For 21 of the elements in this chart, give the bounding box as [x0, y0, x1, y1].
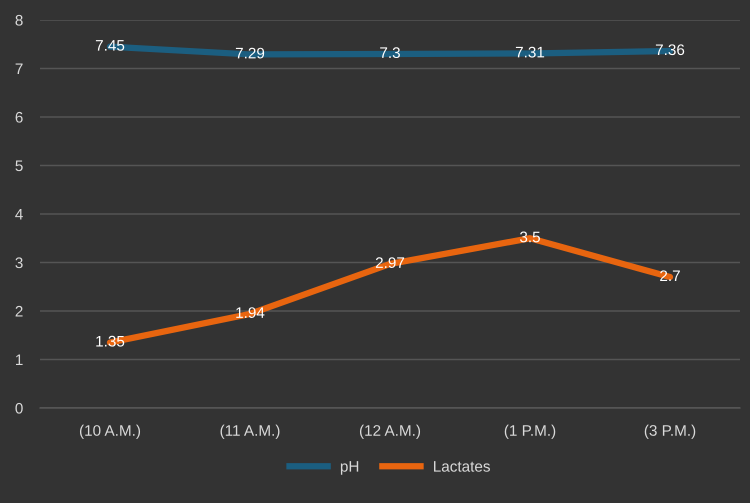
data-label: 7.3 [380, 47, 400, 58]
y-tick-label: 5 [15, 160, 23, 172]
y-tick-label: 0 [15, 402, 23, 414]
y-tick-label: 8 [16, 14, 23, 26]
legend-label: Lactates [434, 461, 490, 472]
y-tick-label: 1 [16, 354, 23, 366]
y-tick-label: 2 [16, 306, 23, 317]
x-tick-label: (10 A.M.) [80, 424, 140, 439]
data-label: 7.29 [236, 48, 264, 59]
y-tick-label: 4 [15, 209, 23, 220]
data-label: 7.45 [96, 40, 124, 51]
y-tick-label: 6 [16, 112, 23, 123]
legend-label: pH [340, 461, 358, 475]
y-tick-label: 7 [16, 64, 23, 74]
x-tick-label: (3 P.M.) [644, 424, 696, 439]
x-tick-label: (1 P.M.) [504, 424, 556, 439]
x-tick-label: (12 A.M.) [360, 424, 420, 439]
x-tick-label: (11 A.M.) [220, 424, 280, 439]
data-label: 7.36 [656, 44, 684, 56]
data-label: 7.31 [516, 46, 544, 58]
y-tick-label: 3 [15, 257, 23, 268]
